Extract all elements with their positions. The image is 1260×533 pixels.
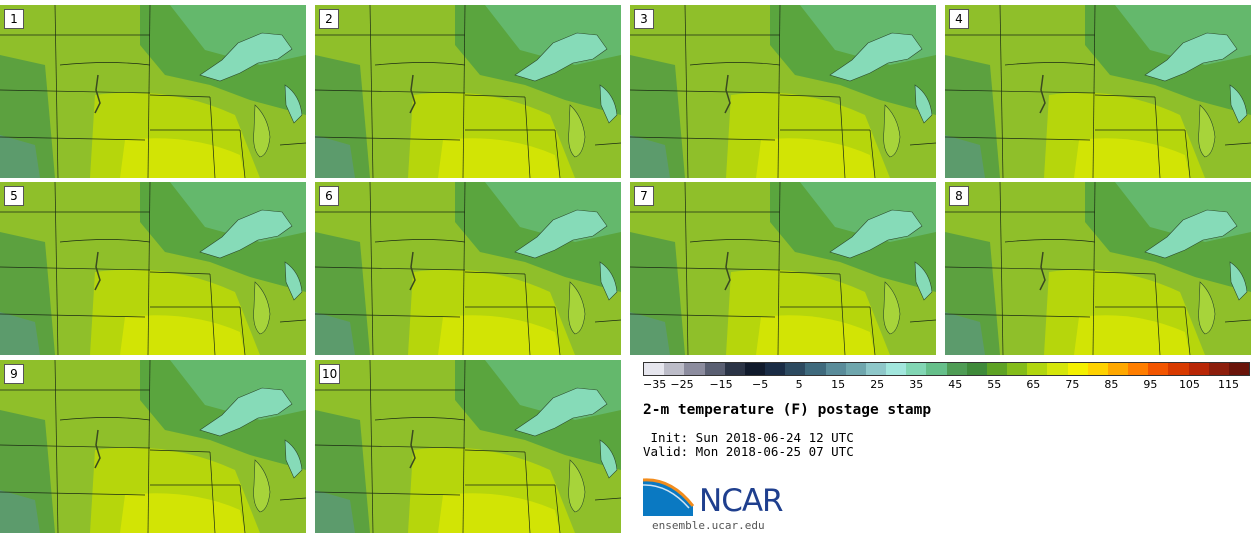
panel-number: 1 bbox=[4, 9, 24, 29]
colorbar-segment-13 bbox=[886, 363, 907, 375]
colorbar-tick-labels: −35 −25 −15 −5 5 15 25 35 45 55 65 75 85 95 105 115 bbox=[643, 378, 1248, 394]
colorbar-segment-18 bbox=[986, 363, 1008, 375]
colorbar-tick-label: 115 bbox=[1217, 378, 1239, 391]
colorbar-segment-10 bbox=[825, 363, 846, 375]
valid-time: Valid: Mon 2018-06-25 07 UTC bbox=[643, 444, 854, 459]
colorbar-tick-label: −5 bbox=[751, 378, 769, 391]
colorbar-segment-5 bbox=[724, 363, 745, 375]
map-panel-10[interactable]: 10 bbox=[315, 360, 621, 533]
temperature-map bbox=[0, 360, 306, 533]
colorbar-tick-label: 25 bbox=[870, 378, 885, 391]
colorbar-segment-4 bbox=[704, 363, 725, 375]
panel-number: 6 bbox=[319, 186, 339, 206]
map-panel-6[interactable]: 6 bbox=[315, 182, 621, 355]
temperature-map bbox=[945, 182, 1251, 355]
chart-title: 2-m temperature (F) postage stamp bbox=[643, 402, 932, 418]
colorbar-tick-label: 35 bbox=[909, 378, 924, 391]
map-panel-3[interactable]: 3 bbox=[630, 5, 936, 178]
colorbar-tick-label: 85 bbox=[1104, 378, 1119, 391]
colorbar-segment-1 bbox=[644, 363, 665, 375]
temperature-map bbox=[0, 182, 306, 355]
temperature-map bbox=[0, 5, 306, 178]
colorbar-tick-label: 75 bbox=[1065, 378, 1080, 391]
colorbar-tick-label: 15 bbox=[831, 378, 846, 391]
panel-number: 3 bbox=[634, 9, 654, 29]
map-panel-8[interactable]: 8 bbox=[945, 182, 1251, 355]
panel-number: 9 bbox=[4, 364, 24, 384]
colorbar-segment-29 bbox=[1208, 363, 1229, 375]
ncar-swoosh-icon bbox=[642, 478, 695, 516]
panel-number: 4 bbox=[949, 9, 969, 29]
colorbar-segment-23 bbox=[1087, 363, 1108, 375]
colorbar-tick-label: −25 bbox=[670, 378, 694, 391]
panel-number: 7 bbox=[634, 186, 654, 206]
map-panel-4[interactable]: 4 bbox=[945, 5, 1251, 178]
temperature-map bbox=[630, 182, 936, 355]
colorbar-segment-24 bbox=[1107, 363, 1129, 375]
ncar-logo-text: NCAR bbox=[699, 483, 784, 519]
colorbar-segment-26 bbox=[1148, 363, 1169, 375]
colorbar-segment-27 bbox=[1168, 363, 1189, 375]
colorbar-segment-22 bbox=[1067, 363, 1088, 375]
map-panel-7[interactable]: 7 bbox=[630, 182, 936, 355]
map-panel-1[interactable]: 1 bbox=[0, 5, 306, 178]
colorbar-segment-8 bbox=[785, 363, 806, 375]
colorbar-segment-25 bbox=[1128, 363, 1149, 375]
panel-number: 5 bbox=[4, 186, 24, 206]
colorbar-segment-7 bbox=[765, 363, 786, 375]
colorbar-segment-16 bbox=[946, 363, 967, 375]
colorbar-tick-label: −35 bbox=[643, 378, 667, 391]
colorbar-segment-19 bbox=[1007, 363, 1028, 375]
panel-number: 2 bbox=[319, 9, 339, 29]
colorbar-segment-30 bbox=[1228, 363, 1250, 375]
init-time: Init: Sun 2018-06-24 12 UTC bbox=[643, 430, 854, 445]
ensemble-url[interactable]: ensemble.ucar.edu bbox=[652, 519, 765, 532]
colorbar-tick-label: 5 bbox=[795, 378, 803, 391]
colorbar-segment-3 bbox=[684, 363, 705, 375]
colorbar-segment-14 bbox=[906, 363, 927, 375]
colorbar-tick-label: −15 bbox=[709, 378, 733, 391]
colorbar-segment-9 bbox=[805, 363, 826, 375]
temperature-map bbox=[945, 5, 1251, 178]
colorbar-segment-6 bbox=[744, 363, 766, 375]
temperature-map bbox=[315, 5, 621, 178]
colorbar-segment-17 bbox=[966, 363, 987, 375]
temperature-colorbar bbox=[643, 362, 1250, 376]
colorbar-segment-15 bbox=[926, 363, 947, 375]
colorbar-tick-label: 65 bbox=[1026, 378, 1041, 391]
colorbar-tick-label: 45 bbox=[948, 378, 963, 391]
ncar-logo[interactable]: NCAR bbox=[642, 476, 793, 520]
panel-number: 8 bbox=[949, 186, 969, 206]
colorbar-segment-12 bbox=[865, 363, 887, 375]
colorbar-tick-label: 55 bbox=[987, 378, 1002, 391]
map-panel-5[interactable]: 5 bbox=[0, 182, 306, 355]
colorbar-segment-21 bbox=[1047, 363, 1068, 375]
colorbar-tick-label: 105 bbox=[1178, 378, 1200, 391]
map-panel-2[interactable]: 2 bbox=[315, 5, 621, 178]
colorbar-segment-11 bbox=[845, 363, 866, 375]
colorbar-segment-28 bbox=[1188, 363, 1209, 375]
temperature-map bbox=[315, 182, 621, 355]
temperature-map bbox=[315, 360, 621, 533]
colorbar-segment-2 bbox=[664, 363, 685, 375]
colorbar-segment-20 bbox=[1027, 363, 1048, 375]
temperature-map bbox=[630, 5, 936, 178]
colorbar-tick-label: 95 bbox=[1143, 378, 1158, 391]
map-panel-9[interactable]: 9 bbox=[0, 360, 306, 533]
panel-number: 10 bbox=[319, 364, 341, 384]
